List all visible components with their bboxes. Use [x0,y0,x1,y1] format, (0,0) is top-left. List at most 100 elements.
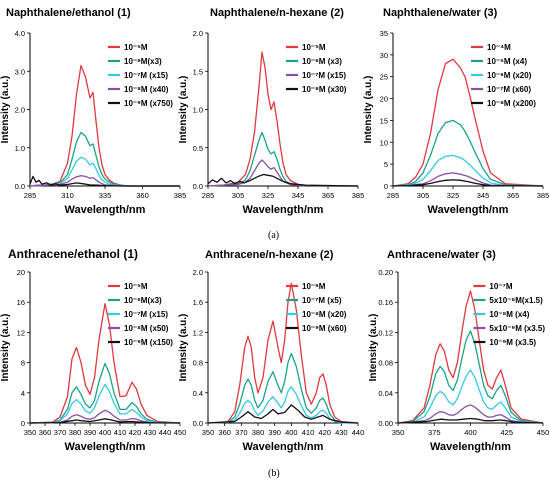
y-tick-label: 15 [380,116,388,125]
y-axis-label: Intensity (a.u.) [368,314,379,382]
series-line-3 [207,386,358,424]
series-line-1 [397,290,544,424]
x-tick-label: 410 [302,428,315,437]
legend-label: 10⁻⁵M [124,43,148,52]
x-tick-label: 365 [322,191,335,200]
x-tick-label: 420 [129,428,142,437]
panel-title: Anthracene/n-hexane (2) [205,249,334,261]
x-tick-label: 325 [447,191,460,200]
series-line-3 [29,383,181,424]
legend-label: 10⁻⁸M (x4) [489,310,529,319]
x-tick-label: 385 [174,191,187,200]
panel-title: Naphthalene/n-hexane (2) [210,7,344,19]
x-axis-label: Wavelength/nm [243,204,324,216]
y-tick-label: 1.6 [193,298,203,307]
y-tick-label: 2.0 [193,29,203,38]
y-tick-label: 0.16 [378,298,393,307]
y-tick-label: 12 [17,328,25,337]
x-tick-label: 365 [507,191,520,200]
y-tick-label: 20 [17,268,25,277]
series-line-3 [397,369,544,424]
x-tick-label: 360 [136,191,149,200]
y-tick-label: 20 [380,95,388,104]
y-tick-label: 0.00 [378,419,393,428]
legend-label: 10⁻⁷M (x15) [302,71,346,80]
y-tick-label: 2.0 [193,268,203,277]
panel-1: Naphthalene/ethanol (1) 0.0 1.0 2.0 3.0 4.0 28… [0,7,186,216]
series-line-4 [207,173,359,187]
x-tick-label: 360 [39,428,52,437]
x-tick-label: 345 [477,191,490,200]
x-tick-label: 305 [232,191,245,200]
x-tick-label: 350 [392,428,405,437]
legend-label: 10⁻⁷M [489,282,512,291]
y-tick-label: 0 [384,182,388,191]
y-tick-label: 0.8 [193,359,203,368]
panel-2: Naphthalene/n-hexane (2) 0.0 0.5 1.0 1.5 2.0 2… [178,7,364,216]
x-tick-label: 310 [61,191,74,200]
x-axis-label: Wavelength/nm [65,441,146,453]
legend-label: 10⁻⁷M (x15) [124,310,168,319]
x-tick-label: 410 [114,428,127,437]
legend-label: 10⁻⁹M (x3.5) [489,338,536,347]
y-tick-label: 1.0 [193,106,203,115]
y-tick-label: 16 [17,298,25,307]
panel-6: Anthracene/water (3) 0.00 0.04 0.08 0.12 0.16… [368,249,549,453]
caption-a: (a) [268,230,280,241]
series-line-1 [207,282,359,424]
legend-label: 10⁻⁷M (x15) [124,71,168,80]
legend-label: 10⁻⁶M (x20) [487,71,532,80]
legend-label: 10⁻⁹M (x150) [124,338,173,347]
x-tick-label: 285 [24,191,37,200]
x-axis-label: Wavelength/nm [428,204,509,216]
y-tick-label: 30 [380,51,388,60]
legend-label: 10⁻⁸M (x30) [302,85,347,94]
x-tick-label: 400 [99,428,112,437]
y-axis-label: Intensity (a.u.) [0,314,11,382]
legend-label: 10⁻⁸M (x20) [302,310,347,319]
y-tick-label: 35 [380,29,388,38]
y-tick-label: 4 [21,389,25,398]
legend-label: 10⁻⁹M (x750) [124,99,173,108]
x-tick-label: 390 [84,428,97,437]
x-tick-label: 335 [99,191,112,200]
y-tick-label: 25 [380,73,388,82]
x-tick-label: 385 [537,191,550,200]
y-tick-label: 10 [380,138,388,147]
x-tick-label: 285 [202,191,215,200]
x-tick-label: 425 [500,428,513,437]
series-line-2 [29,362,181,424]
x-axis-label: Wavelength/nm [430,441,511,453]
x-axis-label: Wavelength/nm [65,204,146,216]
panel-title: Anthracene/water (3) [387,249,496,261]
panel-4: Anthracene/ethanol (1) 0 4 8 12 16 20 350 360 370… [0,247,186,453]
x-tick-label: 325 [262,191,275,200]
panel-title: Naphthalene/water (3) [383,7,498,19]
series-line-5 [29,175,180,187]
x-tick-label: 285 [387,191,400,200]
legend-label: 10⁻⁸M (x40) [124,85,169,94]
x-tick-label: 450 [537,428,550,437]
panel-title: Naphthalene/ethanol (1) [6,7,131,19]
y-tick-label: 5 [384,160,388,169]
series-line-2 [207,352,359,424]
x-tick-label: 350 [202,428,215,437]
x-tick-label: 380 [252,428,265,437]
series-line-3 [392,154,544,187]
y-tick-label: 0.04 [378,389,393,398]
x-tick-label: 390 [268,428,281,437]
y-tick-label: 0.0 [15,182,25,191]
series-line-1 [29,64,180,187]
x-tick-label: 450 [174,428,187,437]
series-line-2 [397,330,544,424]
panel-5: Anthracene/n-hexane (2) 0.0 0.4 0.8 1.2 1.6 2.… [178,249,364,453]
x-tick-label: 440 [352,428,365,437]
y-tick-label: 0.0 [193,419,203,428]
x-tick-label: 420 [318,428,331,437]
x-tick-label: 400 [285,428,298,437]
series-line-2 [392,119,544,187]
series-line-1 [207,51,358,187]
legend-label: 10⁻⁶M(x3) [124,296,162,305]
series-line-5 [397,417,544,424]
